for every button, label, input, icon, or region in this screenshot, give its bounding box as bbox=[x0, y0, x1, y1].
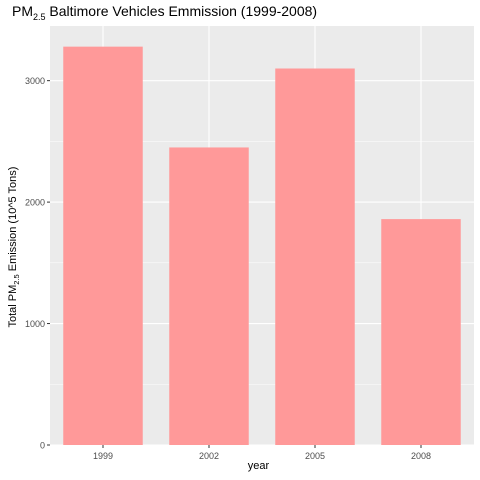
x-tick-label: 2005 bbox=[305, 451, 325, 461]
chart-title: PM2.5 Baltimore Vehicles Emmission (1999… bbox=[12, 3, 318, 22]
x-tick-label: 2008 bbox=[411, 451, 431, 461]
bar-1999 bbox=[63, 46, 143, 446]
y-tick-label: 3000 bbox=[25, 76, 45, 86]
bars bbox=[63, 46, 461, 446]
y-tick-label: 0 bbox=[40, 441, 45, 451]
bar-2008 bbox=[381, 219, 461, 445]
x-tick-label: 2002 bbox=[199, 451, 219, 461]
y-tick-label: 1000 bbox=[25, 319, 45, 329]
x-axis-label: year bbox=[247, 460, 270, 472]
bar-2005 bbox=[275, 68, 355, 445]
y-tick-label: 2000 bbox=[25, 198, 45, 208]
x-axis: 1999 2002 2005 2008 bbox=[93, 445, 431, 461]
y-axis: 0 1000 2000 3000 bbox=[25, 76, 50, 451]
y-axis-label: Total PM2.5 Emission (10^5 Tons) bbox=[6, 166, 22, 328]
x-tick-label: 1999 bbox=[93, 451, 113, 461]
bar-2002 bbox=[169, 147, 249, 445]
